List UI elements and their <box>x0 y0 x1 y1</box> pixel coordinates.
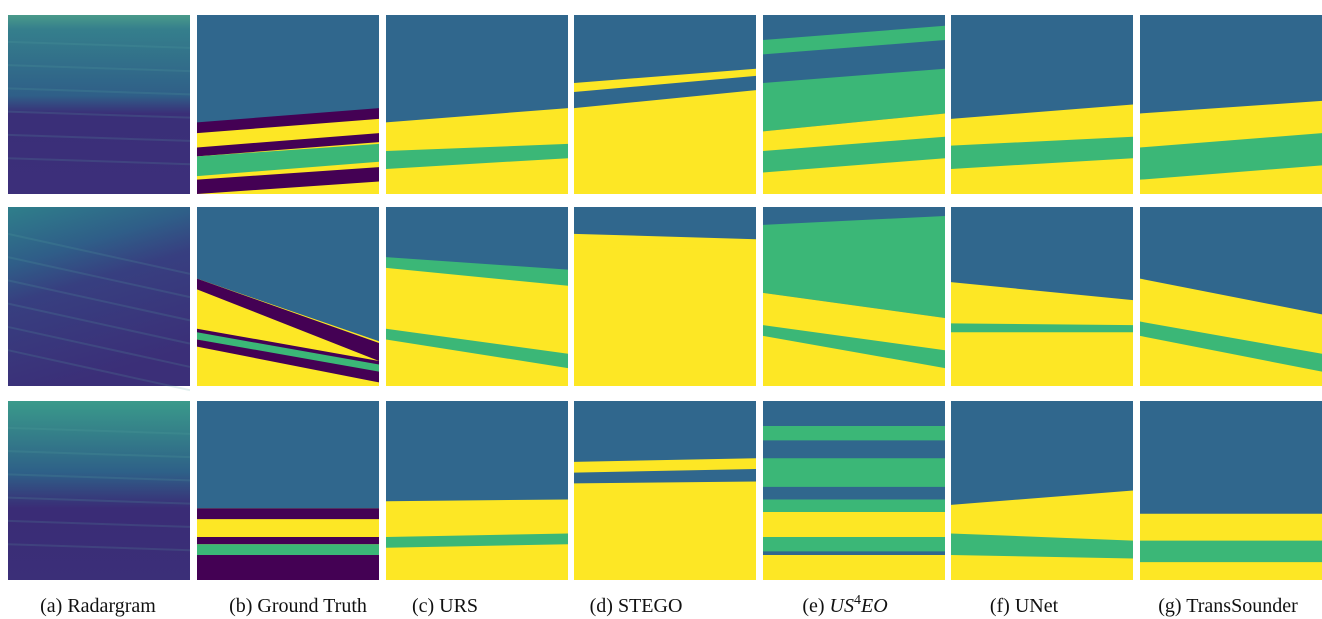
segmentation-region <box>197 508 379 519</box>
caption: (g) TransSounder <box>1158 595 1298 617</box>
caption-name-end: EO <box>860 595 888 617</box>
caption-name: UNet <box>1015 595 1059 617</box>
caption-superscript: 4 <box>854 593 861 608</box>
segmentation-region <box>574 482 756 580</box>
segmentation-region <box>763 512 945 537</box>
figure: (a) Radargram (b) Ground Truth (c) URS (d) … <box>0 0 1322 619</box>
segmentation-region <box>763 426 945 440</box>
radargram <box>8 207 190 386</box>
segmentation-region <box>197 555 379 580</box>
caption-name: Radargram <box>67 595 156 617</box>
caption-name: URS <box>439 595 478 617</box>
segmentation-region <box>951 282 1133 386</box>
caption: (a) Radargram <box>40 595 156 617</box>
caption-name: STEGO <box>618 595 682 617</box>
segmentation-region <box>197 537 379 544</box>
segmentation-region <box>763 458 945 487</box>
caption-name: TransSounder <box>1186 595 1298 617</box>
segmentation-region <box>574 243 756 386</box>
caption-name: US <box>830 595 854 617</box>
caption: (d) STEGO <box>590 595 683 617</box>
segmentation-region <box>574 90 756 194</box>
segmentation-region <box>1140 541 1322 562</box>
caption: (b) Ground Truth <box>229 595 367 617</box>
caption-label: (e) <box>802 595 824 617</box>
caption: (e) US4EO <box>802 593 887 617</box>
caption-label: (d) <box>590 595 613 617</box>
caption: (c) URS <box>412 595 478 617</box>
caption-label: (b) <box>229 595 252 617</box>
caption-name: Ground Truth <box>257 595 366 617</box>
segmentation-region <box>763 555 945 580</box>
caption: (f) UNet <box>990 595 1059 617</box>
caption-label: (a) <box>40 595 62 617</box>
segmentation-region <box>197 544 379 555</box>
caption-label: (c) <box>412 595 434 617</box>
segmentation-region <box>386 268 568 386</box>
caption-label: (f) <box>990 595 1010 617</box>
caption-label: (g) <box>1158 595 1181 617</box>
